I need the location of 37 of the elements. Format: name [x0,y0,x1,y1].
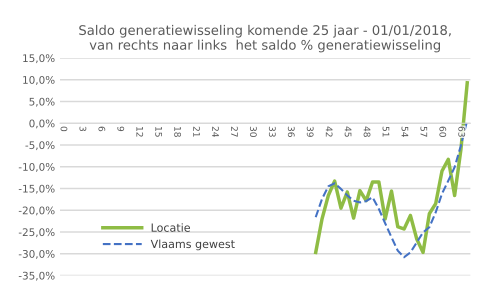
x-tick-label: 54 [401,126,408,138]
x-tick-label: 42 [326,126,333,137]
y-tick-label: -25,0% [18,228,55,238]
x-tick-label: 24 [212,126,219,138]
x-tick-label: 12 [136,127,144,137]
x-tick-label: 51 [382,126,390,137]
y-tick-label: -10,0% [18,162,55,172]
y-tick-label: -5,0% [25,141,55,150]
legend-label: Locatie [152,223,190,232]
y-tick-label: 10,0% [23,76,55,85]
y-tick-label: -35,0% [18,272,55,281]
y-tick-label: 0,0% [29,119,55,128]
x-tick-label: 39 [306,126,314,137]
y-tick-label: 15,0% [23,54,55,64]
x-tick-label: 36 [288,126,295,137]
x-tick-label: 60 [439,126,446,137]
y-tick-label: -20,0% [18,206,55,216]
chart-title: Saldo generatiewisseling komende 25 jaar - 01/01/2018, van rechts naar links het saldo % generatiewisseling [79,24,451,52]
line-series [314,81,469,254]
x-tick-label: 18 [174,127,182,137]
x-tick-label: 21 [193,126,200,137]
x-tick-label: 33 [268,126,276,137]
x-tick-label: 30 [250,126,257,137]
x-tick-label: 27 [231,126,238,137]
x-tick-label: 9 [117,126,124,132]
x-tick-label: 6 [98,126,106,132]
x-tick-label: 45 [344,126,352,137]
x-tick-label: 15 [155,127,162,137]
x-tick-label: 57 [420,126,428,137]
x-tick-label: 3 [79,126,86,132]
legend-label: Vlaams gewest [150,240,235,250]
x-tick-label: 63 [458,126,466,137]
y-tick-label: -15,0% [18,184,55,194]
x-tick-label: 48 [364,126,370,137]
x-tick-label: 0 [60,126,68,132]
y-tick-label: -30,0% [18,250,55,259]
y-tick-label: 5,0% [29,98,55,107]
